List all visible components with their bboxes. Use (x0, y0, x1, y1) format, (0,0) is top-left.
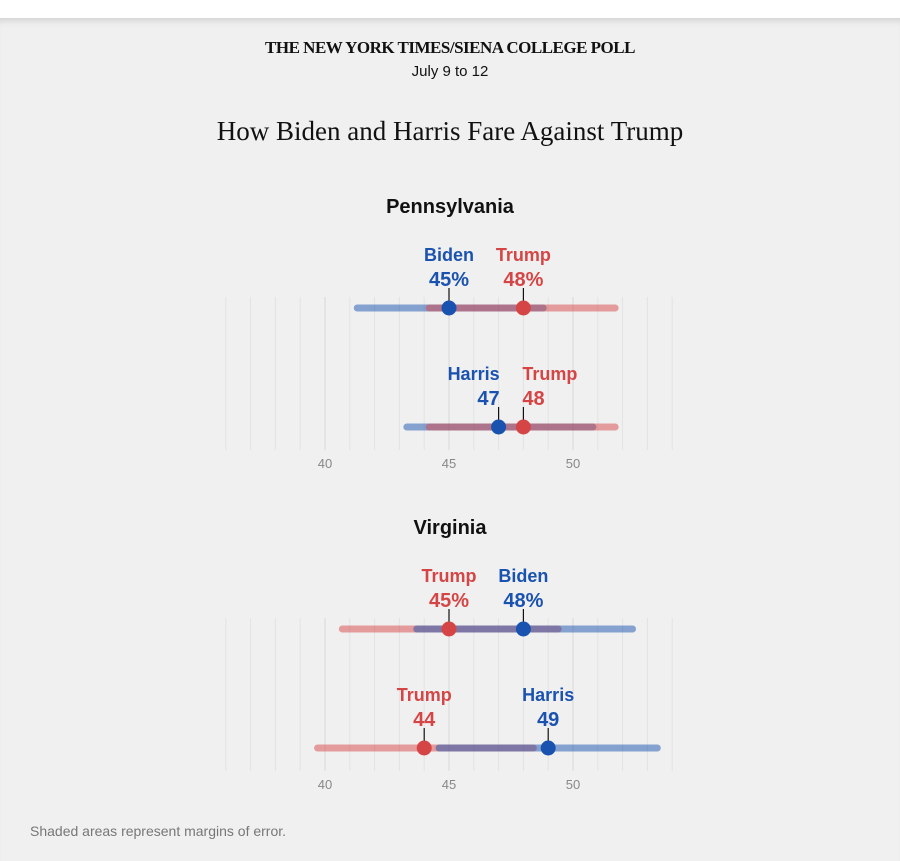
chart-card (0, 18, 900, 861)
candidate-name: Trump (397, 685, 452, 705)
data-point (491, 419, 507, 435)
candidate-name: Harris (522, 685, 574, 705)
data-label: 48% (503, 269, 543, 291)
data-label: 44 (413, 709, 436, 731)
data-point (416, 740, 432, 756)
candidate-name: Trump (421, 566, 476, 586)
poll-date: July 9 to 12 (411, 63, 489, 80)
data-point (515, 419, 531, 435)
candidate-name: Harris (448, 364, 500, 384)
data-label: 48 (522, 388, 544, 410)
candidate-name: Biden (424, 245, 474, 265)
chart-title: How Biden and Harris Fare Against Trump (216, 116, 684, 146)
data-label: 47 (477, 388, 499, 410)
data-point (515, 621, 531, 637)
data-point (441, 300, 457, 316)
axis-tick-label: 50 (566, 777, 580, 792)
data-point (515, 300, 531, 316)
axis-tick-label: 40 (318, 777, 332, 792)
data-point (540, 740, 556, 756)
axis-tick-label: 50 (566, 456, 580, 471)
data-label: 45% (429, 269, 469, 291)
candidate-name: Trump (496, 245, 551, 265)
panel-title: Virginia (414, 517, 488, 539)
data-label: 48% (503, 590, 543, 612)
data-label: 45% (429, 590, 469, 612)
candidate-name: Trump (522, 364, 577, 384)
data-point (441, 621, 457, 637)
data-label: 49 (537, 709, 559, 731)
panel-title: Pennsylvania (386, 196, 515, 218)
poll-kicker: THE NEW YORK TIMES/SIENA COLLEGE POLL (265, 38, 635, 57)
axis-tick-label: 45 (442, 456, 456, 471)
axis-tick-label: 40 (318, 456, 332, 471)
candidate-name: Biden (498, 566, 548, 586)
axis-tick-label: 45 (442, 777, 456, 792)
footnote: Shaded areas represent margins of error. (30, 823, 287, 839)
